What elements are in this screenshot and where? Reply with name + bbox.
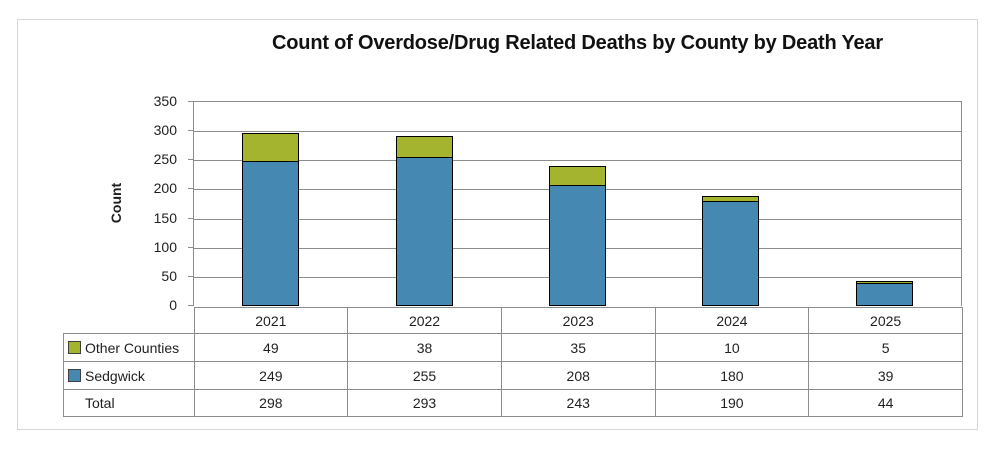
table-total-cell: 243 [500, 389, 656, 417]
chart-frame: Count of Overdose/Drug Related Deaths by… [17, 19, 978, 430]
table-value-cell: 38 [347, 333, 502, 362]
table-value-cell: 49 [193, 333, 349, 362]
bar-segment-sedgwick-2022 [395, 157, 453, 306]
bar-segment-other-counties-2023 [549, 166, 606, 186]
y-tick-label: 150 [153, 209, 177, 226]
chart-title: Count of Overdose/Drug Related Deaths by… [272, 32, 883, 54]
x-category-label: 2023 [500, 307, 656, 334]
bar-segment-other-counties-2022 [395, 136, 453, 158]
table-row: Total 298 293 243 190 44 [63, 389, 963, 417]
y-tick-mark [188, 101, 193, 102]
gridline [194, 131, 961, 133]
legend-label: Sedgwick [85, 367, 145, 384]
y-tick-mark [188, 159, 193, 161]
bar-segment-other-counties-2021 [242, 133, 300, 162]
x-category-label: 2022 [347, 307, 502, 334]
y-axis-title: Count [108, 182, 124, 224]
y-tick-label: 50 [161, 267, 177, 284]
y-tick-label: 100 [153, 238, 177, 255]
y-tick-mark [188, 246, 193, 248]
table-value-cell: 180 [654, 361, 810, 390]
legend-swatch-other-counties-icon [68, 340, 81, 354]
gridline [194, 160, 961, 162]
table-row: Sedgwick 249 255 208 180 39 [63, 361, 963, 390]
legend-row-header: Sedgwick [63, 361, 195, 390]
table-value-cell: 39 [808, 361, 963, 390]
bar-segment-sedgwick-2023 [549, 185, 606, 306]
table-total-cell: 293 [347, 389, 502, 417]
y-tick-mark [188, 130, 193, 132]
data-table: 2021 2022 2023 2024 2025 Other Counties 49 38 35… [63, 307, 963, 417]
bar-segment-other-counties-2025 [855, 281, 913, 284]
y-tick-mark [188, 275, 193, 277]
table-total-cell: 298 [193, 389, 349, 417]
table-value-cell: 10 [654, 333, 810, 362]
bar-segment-sedgwick-2025 [855, 283, 913, 306]
table-row: 2021 2022 2023 2024 2025 [64, 307, 963, 334]
y-tick-label: 250 [153, 151, 177, 168]
bar-segment-other-counties-2024 [702, 196, 760, 202]
table-value-cell: 255 [347, 361, 502, 390]
y-tick-mark [188, 305, 193, 306]
plot-area [193, 101, 962, 306]
table-total-cell: 190 [654, 389, 810, 417]
table-value-cell: 5 [808, 333, 963, 362]
table-value-cell: 208 [500, 361, 656, 390]
x-category-label: 2021 [193, 307, 349, 334]
y-tick-label: 200 [153, 180, 177, 197]
y-tick-mark [188, 188, 193, 190]
y-tick-mark [188, 217, 193, 219]
y-tick-label: 300 [153, 122, 177, 139]
y-tick-label: 350 [153, 93, 177, 109]
total-row-header: Total [63, 389, 195, 417]
x-category-label: 2025 [808, 307, 963, 334]
table-corner-cell [64, 308, 195, 334]
bar-segment-sedgwick-2024 [702, 201, 760, 306]
bar-segment-sedgwick-2021 [242, 161, 300, 306]
legend-swatch-sedgwick-icon [68, 368, 81, 382]
legend-label: Other Counties [85, 339, 180, 356]
table-total-cell: 44 [808, 389, 963, 417]
x-category-label: 2024 [654, 307, 810, 334]
table-value-cell: 249 [193, 361, 349, 390]
table-row: Other Counties 49 38 35 10 5 [63, 333, 963, 362]
y-tick-label: 0 [169, 297, 177, 313]
legend-row-header: Other Counties [63, 333, 195, 362]
table-value-cell: 35 [500, 333, 656, 362]
